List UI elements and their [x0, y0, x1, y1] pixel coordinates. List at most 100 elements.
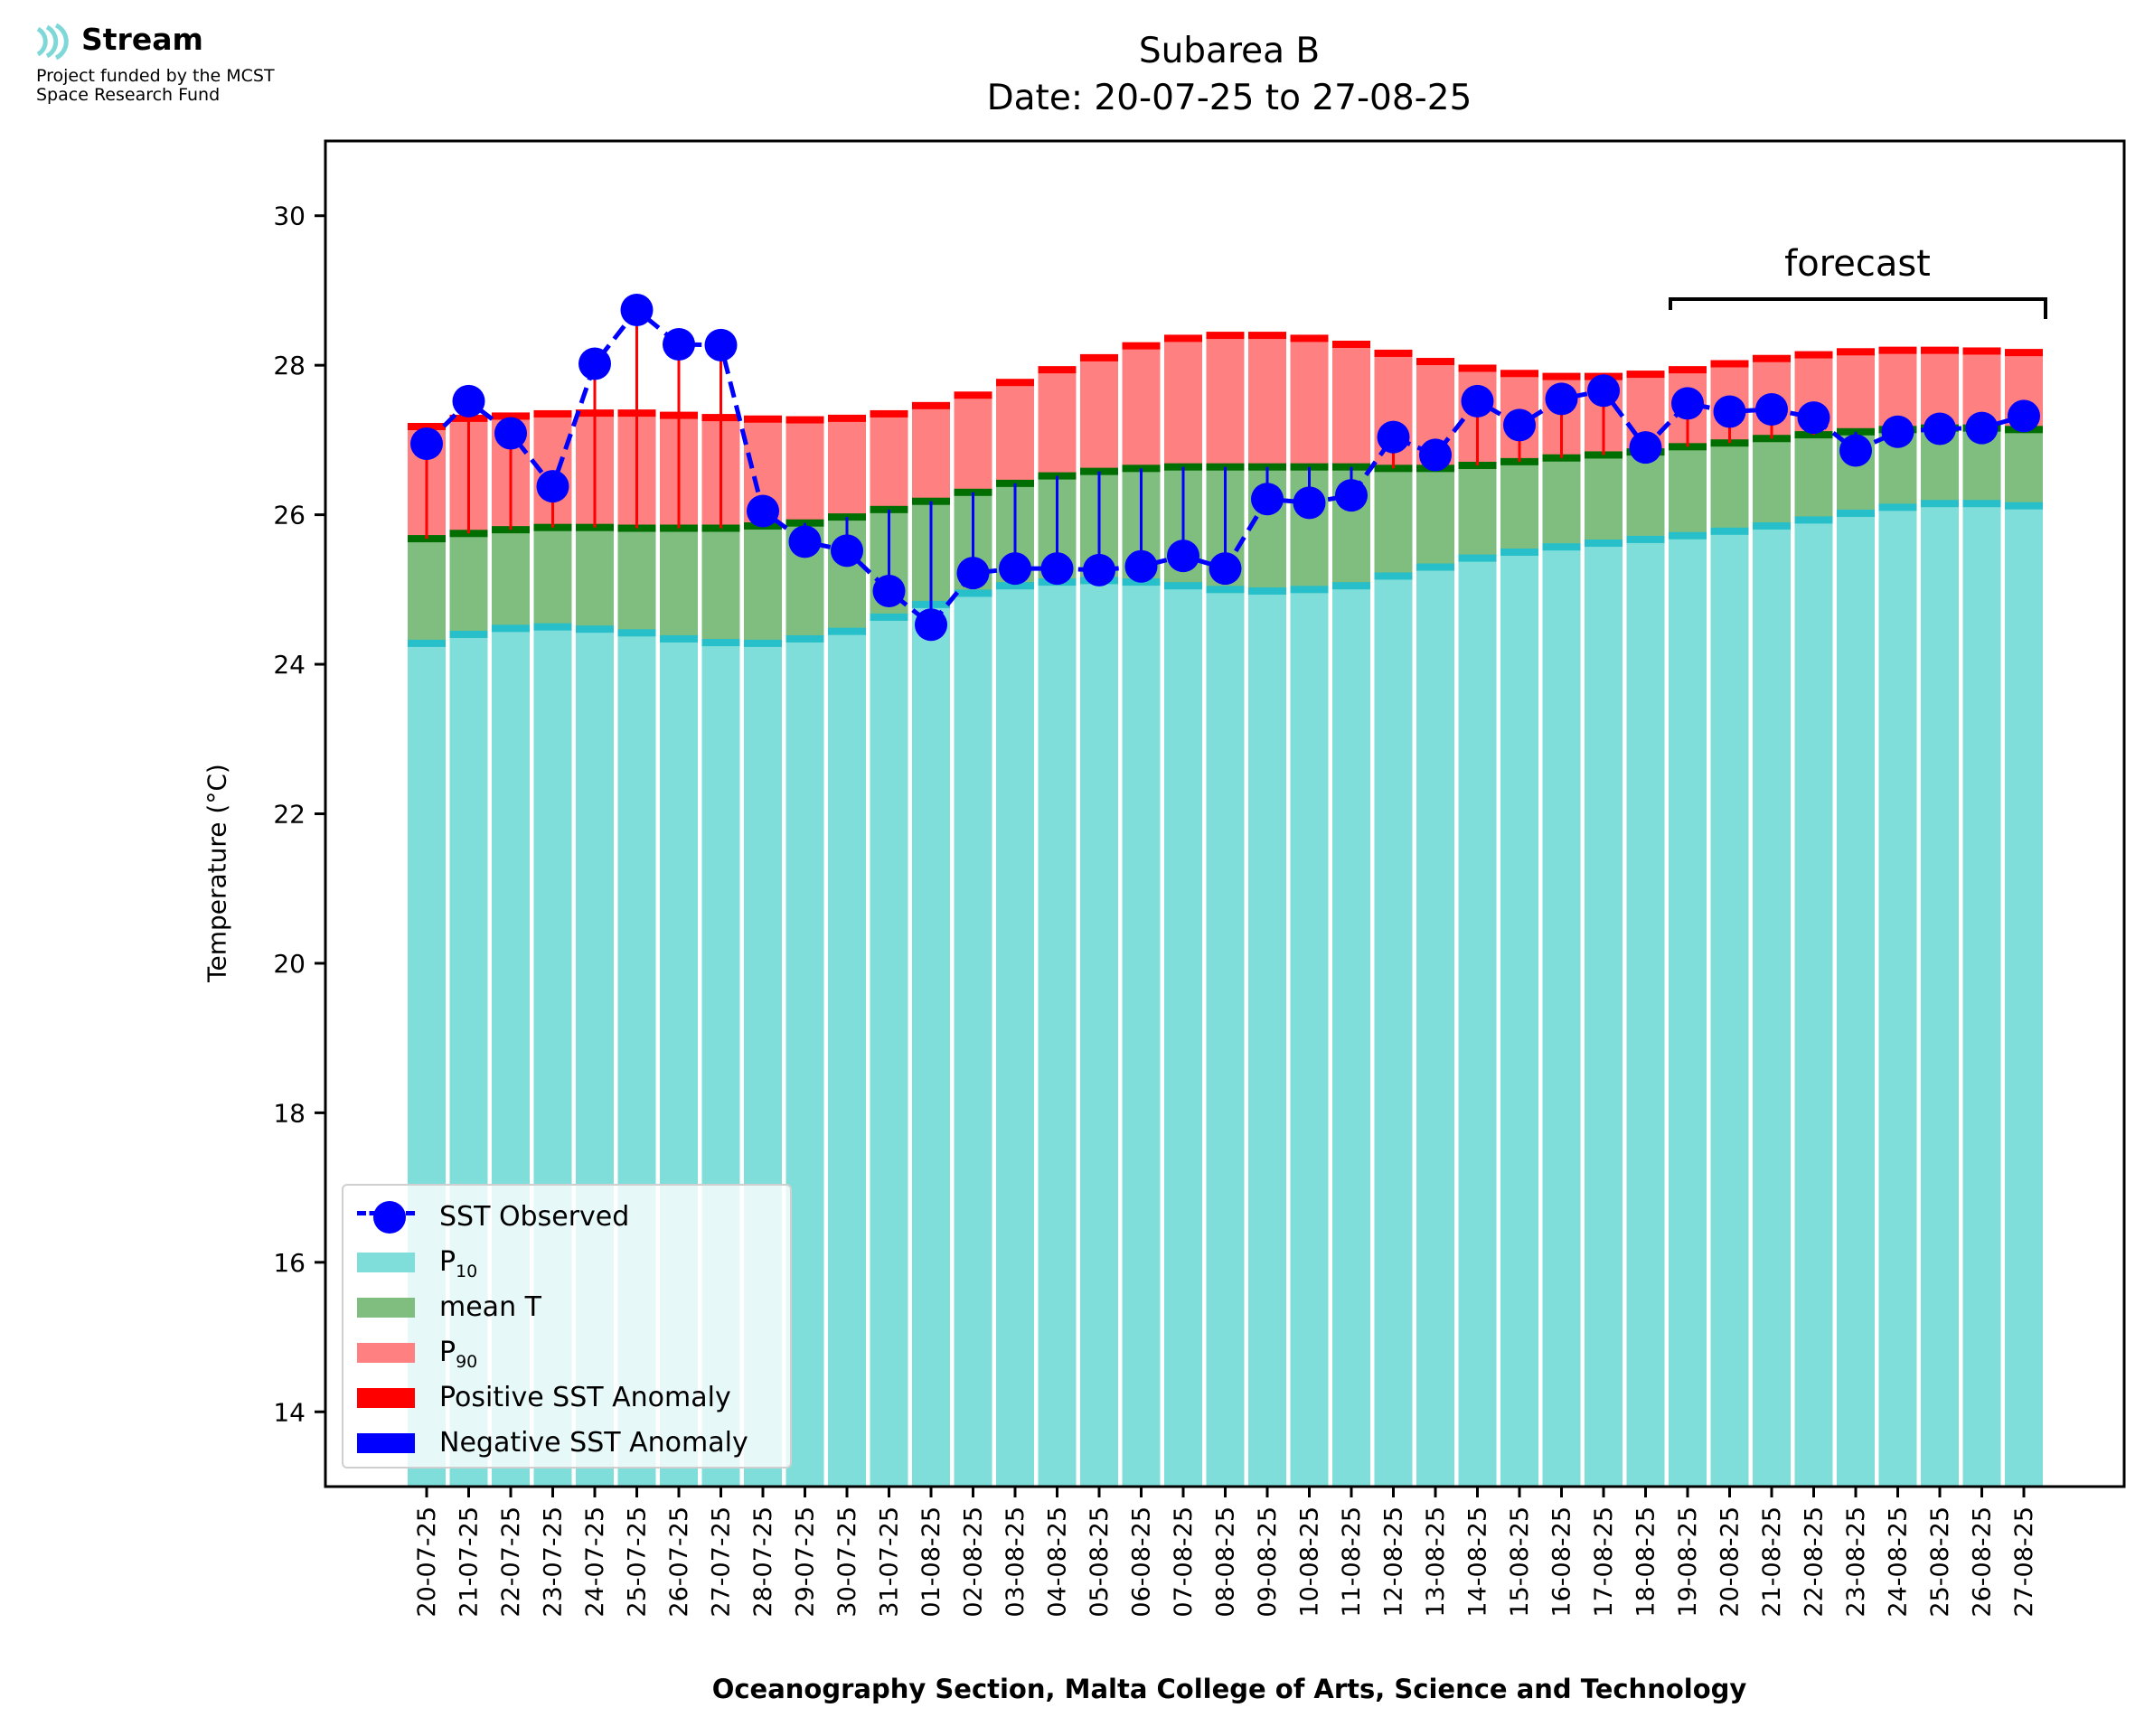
y-tick-label: 20: [273, 949, 306, 979]
x-tick-label: 26-07-25: [665, 1506, 693, 1618]
bar-p10: [785, 638, 824, 1487]
sst-observed-point: [1335, 479, 1368, 512]
sst-observed-point: [1167, 540, 1199, 573]
bar-p90-top: [1710, 360, 1749, 368]
sst-observed-point: [1377, 420, 1410, 454]
x-tick-label: 01-08-25: [917, 1506, 945, 1618]
forecast-label: forecast: [1784, 243, 1931, 285]
bar-p10-top: [1290, 586, 1329, 594]
funding-line-2: Space Research Fund: [36, 85, 221, 105]
x-tick-label: 23-08-25: [1842, 1506, 1870, 1618]
sst-observed-point: [831, 534, 863, 568]
bar-p10: [954, 593, 992, 1487]
sst-observed-point: [1881, 415, 1914, 448]
bar-p90-top: [912, 401, 950, 409]
chart-subtitle: Date: 20-07-25 to 27-08-25: [986, 78, 1472, 118]
bar-p90-top: [492, 412, 530, 420]
bar-p90-top: [1332, 341, 1370, 349]
bar-p90-top: [2005, 349, 2043, 357]
legend-label: SST Observed: [439, 1201, 630, 1233]
y-tick-label: 30: [273, 202, 306, 231]
x-tick-label: 26-08-25: [1969, 1506, 1997, 1618]
sst-observed-point: [494, 417, 527, 450]
bar-p10-top: [870, 613, 908, 621]
bar-p10: [2005, 505, 2043, 1487]
bar-p90-top: [1206, 332, 1245, 340]
sst-observed-point: [1083, 553, 1115, 586]
sst-observed-point: [788, 525, 822, 558]
x-axis-label: Oceanography Section, Malta College of A…: [711, 1674, 1747, 1704]
bar-p90-top: [1500, 370, 1538, 378]
legend-swatch: [357, 1298, 415, 1318]
y-tick-label: 22: [273, 800, 306, 830]
legend-label: Positive SST Anomaly: [439, 1382, 731, 1413]
bar-p90-top: [1837, 348, 1875, 356]
bar-p90-top: [408, 422, 446, 430]
bar-p10-top: [1164, 582, 1202, 590]
bar-p10: [1164, 586, 1202, 1487]
bar-p10: [1626, 539, 1665, 1487]
x-tick-label: 03-08-25: [1002, 1506, 1030, 1618]
legend-label: P90: [439, 1337, 478, 1372]
x-tick-label: 30-07-25: [833, 1506, 861, 1618]
legend-item-mean: mean T: [343, 1290, 790, 1326]
legend-swatch: [357, 1388, 415, 1408]
bar-p10-top: [996, 582, 1034, 590]
sst-observed-point: [1503, 408, 1536, 442]
bar-p10-top: [408, 639, 446, 647]
x-tick-label: 08-08-25: [1212, 1506, 1240, 1618]
bar-p10-top: [492, 624, 530, 633]
sst-observed-point: [1293, 486, 1326, 520]
x-tick-label: 05-08-25: [1086, 1506, 1114, 1618]
bar-p10-top: [701, 639, 740, 647]
bar-p10: [1290, 589, 1329, 1487]
bar-p10: [1542, 547, 1581, 1487]
x-tick-label: 13-08-25: [1422, 1506, 1450, 1618]
bar-p10: [996, 586, 1034, 1487]
sst-observed-point: [410, 427, 443, 461]
x-tick-label: 27-07-25: [708, 1506, 736, 1618]
sst-observed-point: [1419, 438, 1452, 472]
bar-p10-top: [617, 629, 656, 637]
bar-p10: [1122, 582, 1161, 1487]
legend-label: P10: [439, 1246, 478, 1281]
bar-p90-top: [1290, 334, 1329, 343]
y-tick-label: 26: [273, 501, 306, 530]
sst-observed-point: [747, 494, 779, 528]
bar-p90-top: [1416, 358, 1454, 366]
legend-label: mean T: [439, 1291, 541, 1323]
bar-p10: [1921, 503, 1959, 1487]
bar-p10: [1753, 526, 1791, 1487]
bar-p10: [1837, 512, 1875, 1487]
bar-p10: [828, 631, 866, 1487]
bar-p90-top: [828, 414, 866, 422]
bar-p90-top: [533, 409, 572, 418]
x-tick-label: 31-07-25: [876, 1506, 904, 1618]
sst-observed-point: [1209, 552, 1242, 586]
bar-p10-top: [2005, 502, 2043, 510]
bar-p90-top: [1080, 353, 1118, 361]
bar-p10-top: [1837, 509, 1875, 517]
sst-observed-point: [872, 574, 906, 607]
x-tick-label: 24-08-25: [1885, 1506, 1913, 1618]
sst-observed-point: [2008, 399, 2040, 433]
y-tick-label: 16: [273, 1248, 306, 1278]
bar-p90-top: [1794, 351, 1833, 359]
bar-p10-top: [1206, 586, 1245, 594]
sst-observed-point: [1965, 411, 1999, 445]
x-tick-label: 06-08-25: [1128, 1506, 1156, 1618]
bar-p10-top: [1416, 563, 1454, 571]
bar-p10-top: [1921, 500, 1959, 508]
bar-p10-top: [660, 634, 698, 643]
bar-p10: [1710, 530, 1749, 1487]
x-tick-label: 09-08-25: [1254, 1506, 1282, 1618]
bar-p90-top: [1962, 347, 2001, 355]
bar-p10-top: [744, 639, 782, 647]
axes-layer: 14 16 18 20 22 24 26 28 30 20-07-25 21-07-25 22-07-…: [273, 139, 2126, 1618]
sst-observed-point: [1713, 395, 1746, 428]
legend-swatch: [357, 1253, 415, 1272]
sst-observed-point: [915, 608, 947, 642]
legend-label: Negative SST Anomaly: [439, 1427, 748, 1459]
logo-funding-text: Project funded by the MCST Space Researc…: [36, 67, 275, 105]
x-tick-label: 24-07-25: [581, 1506, 609, 1618]
